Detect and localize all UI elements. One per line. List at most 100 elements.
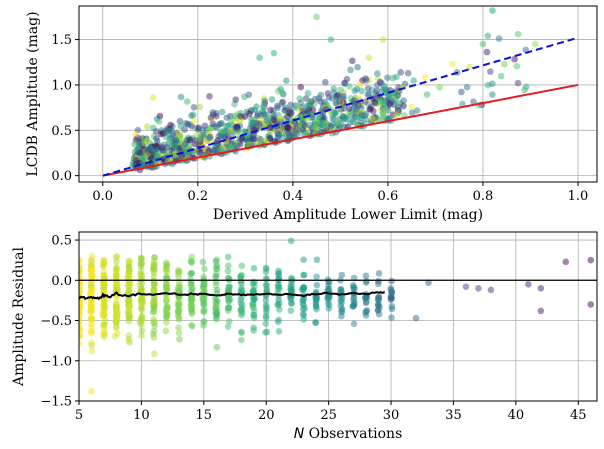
scatter-point: [290, 104, 298, 112]
scatter-point: [138, 332, 145, 339]
scatter-point: [423, 91, 431, 98]
scatter-point: [113, 258, 120, 265]
scatter-point: [168, 127, 175, 134]
scatter-point: [349, 57, 356, 65]
scatter-point: [325, 93, 333, 101]
scatter-point: [373, 70, 381, 77]
scatter-point: [238, 336, 245, 344]
scatter-point: [362, 272, 370, 280]
scatter-point: [484, 32, 492, 40]
scatter-point: [275, 276, 283, 283]
scatter-point: [313, 273, 320, 281]
scatter-point: [334, 91, 342, 99]
scatter-point: [125, 336, 133, 343]
scatter-point: [200, 301, 208, 308]
scatter-point: [226, 127, 234, 134]
scatter-point: [368, 115, 376, 122]
scatter-point: [379, 36, 387, 43]
scatter-point: [263, 285, 271, 293]
scatter-point: [225, 295, 233, 302]
scatter-point: [176, 117, 184, 125]
scatter-point: [192, 137, 199, 144]
scatter-point: [132, 131, 139, 138]
plot-area: [79, 237, 597, 395]
scatter-point: [212, 273, 220, 281]
scatter-point: [124, 309, 132, 316]
scatter-point: [339, 113, 347, 120]
scatter-point: [366, 106, 374, 113]
scatter-point: [238, 280, 245, 287]
scatter-point: [238, 329, 245, 336]
scatter-point: [562, 258, 570, 266]
scatter-point: [246, 110, 253, 118]
scatter-point: [156, 112, 164, 120]
scatter-point: [276, 115, 284, 122]
scatter-point: [163, 266, 170, 274]
scatter-point: [338, 271, 346, 279]
scatter-point: [304, 89, 312, 97]
scatter-point: [313, 293, 320, 301]
scatter-point: [162, 327, 170, 335]
scatter-point: [131, 141, 138, 148]
scatter-point: [313, 256, 321, 264]
scatter-point: [326, 293, 333, 301]
y-tick-label: −1.0: [40, 354, 72, 369]
scatter-point: [197, 132, 205, 140]
scatter-point: [346, 83, 353, 90]
scatter-point: [113, 263, 120, 271]
scatter-point: [408, 103, 415, 111]
scatter-point: [184, 120, 191, 128]
x-tick-label: 40: [508, 408, 525, 423]
scatter-point: [297, 99, 305, 107]
scatter-point: [224, 323, 232, 330]
scatter-point: [275, 316, 282, 324]
scatter-point: [389, 74, 397, 82]
scatter-point: [79, 262, 83, 270]
scatter-point: [220, 127, 228, 134]
scatter-point: [196, 103, 204, 111]
x-axis-label: Derived Amplitude Lower Limit (mag): [213, 207, 483, 223]
scatter-point: [176, 335, 183, 343]
y-axis-label: LCDB Amplitude (mag): [25, 11, 41, 176]
scatter-point: [338, 312, 345, 320]
scatter-point: [137, 270, 144, 278]
scatter-point: [100, 307, 107, 314]
scatter-point: [511, 55, 518, 63]
scatter-point: [266, 135, 274, 142]
scatter-point: [249, 135, 257, 142]
scatter-point: [183, 98, 191, 105]
scatter-point: [327, 36, 335, 43]
scatter-point: [300, 256, 307, 264]
scatter-point: [260, 104, 268, 111]
scatter-point: [313, 13, 320, 21]
scatter-point: [79, 285, 83, 293]
scatter-point: [282, 130, 290, 138]
scatter-point: [351, 300, 358, 307]
scatter-point: [270, 116, 278, 123]
scatter-point: [196, 149, 204, 157]
scatter-point: [383, 88, 390, 96]
scatter-point: [274, 285, 282, 293]
scatter-point: [364, 91, 371, 98]
scatter-point: [237, 274, 244, 281]
scatter-point: [88, 388, 95, 395]
scatter-point: [514, 79, 522, 87]
scatter-point: [150, 261, 158, 268]
scatter-point: [88, 327, 95, 335]
scatter-point: [262, 301, 270, 309]
scatter-point: [249, 302, 257, 310]
scatter-point: [163, 294, 170, 302]
scatter-point: [250, 287, 257, 294]
scatter-point: [238, 262, 246, 270]
scatter-point: [190, 103, 198, 111]
scatter-point: [224, 267, 232, 275]
scatter-point: [299, 310, 307, 318]
scatter-point: [475, 285, 482, 292]
scatter-point: [79, 340, 83, 347]
scatter-point: [187, 306, 195, 313]
scatter-point: [487, 68, 494, 75]
scatter-point: [458, 88, 465, 96]
scatter-point: [384, 74, 391, 81]
y-tick-label: 0.5: [51, 124, 72, 139]
scatter-point: [144, 147, 152, 155]
